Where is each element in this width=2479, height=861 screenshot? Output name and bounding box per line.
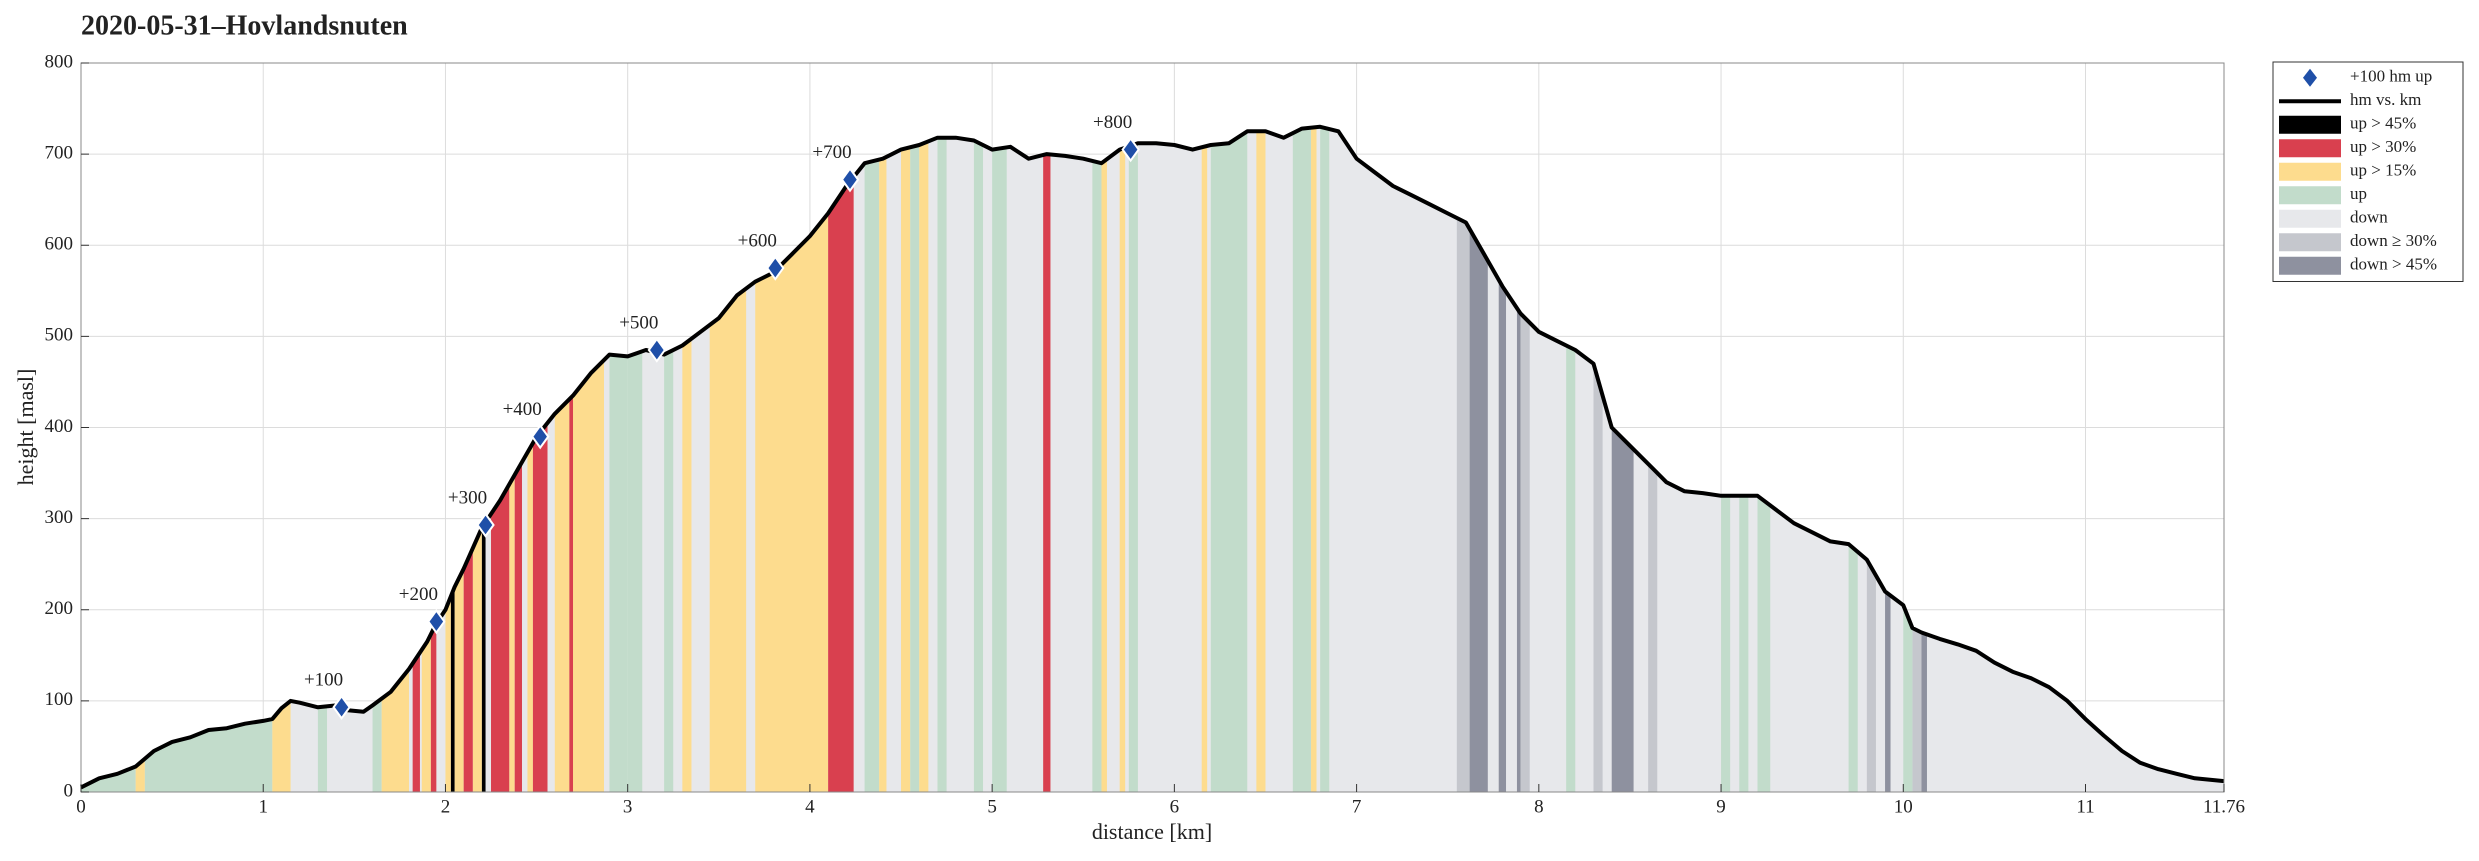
marker <box>476 512 495 538</box>
slope-band <box>1469 126 1488 792</box>
marker-label: +400 <box>503 399 542 420</box>
y-tick-label: 800 <box>45 51 74 72</box>
x-tick-label: 7 <box>1352 796 1362 817</box>
legend-label: +100 hm up <box>2350 67 2432 86</box>
x-tick-label: 5 <box>987 796 997 817</box>
legend-label: down > 45% <box>2350 255 2437 274</box>
x-tick-label: 2 <box>441 796 451 817</box>
slope-band <box>609 126 628 792</box>
slope-band <box>1320 126 1330 792</box>
profile-line <box>80 124 2225 790</box>
chart-title: 2020-05-31–Hovlandsnuten <box>81 10 408 41</box>
legend-swatch <box>2279 115 2341 134</box>
slope-band <box>910 126 920 792</box>
slope-band <box>1456 126 1470 792</box>
slope-band <box>973 126 984 792</box>
slope-band <box>627 126 643 792</box>
slope-band <box>1593 126 1603 792</box>
legend-label: up > 15% <box>2350 161 2416 180</box>
marker-label: +800 <box>1093 112 1132 133</box>
marker <box>530 423 550 450</box>
slope-band <box>1201 126 1208 792</box>
marker-label: +100 <box>304 670 343 691</box>
legend-swatch <box>2279 256 2341 275</box>
marker-label: +300 <box>448 487 487 508</box>
legend-label: up > 45% <box>2350 114 2416 133</box>
legend-label: down <box>2350 208 2388 227</box>
marker <box>647 337 667 363</box>
x-tick-label: 0 <box>76 796 86 817</box>
slope-band <box>1498 126 1507 792</box>
x-tick-label: 1 <box>258 796 268 817</box>
marker-label: +500 <box>619 312 658 333</box>
slope-band <box>1520 126 1530 792</box>
legend-label: down ≥ 30% <box>2350 231 2437 250</box>
slope-band <box>1292 126 1312 792</box>
marker-label: +200 <box>399 584 438 605</box>
slope-band <box>919 126 929 792</box>
legend-swatch <box>2279 186 2341 205</box>
slope-band <box>1516 126 1521 792</box>
slope-band <box>1043 126 1051 792</box>
slope-band <box>1311 126 1317 792</box>
legend-swatch <box>2279 209 2341 228</box>
y-tick-label: 200 <box>45 598 74 619</box>
slope-band <box>573 126 604 792</box>
x-axis-label: distance [km] <box>1092 819 1212 844</box>
marker-label: +700 <box>812 142 851 163</box>
marker <box>766 255 785 281</box>
slope-band <box>527 126 533 792</box>
legend-marker <box>2303 68 2317 87</box>
slope-band <box>664 126 674 792</box>
y-tick-label: 700 <box>45 142 74 163</box>
y-tick-label: 600 <box>45 234 74 255</box>
x-tick-label: 4 <box>805 796 815 817</box>
legend-swatch <box>2279 162 2341 181</box>
y-tick-label: 300 <box>45 507 74 528</box>
y-axis-label: height [masl] <box>13 369 38 486</box>
slope-band <box>828 126 854 792</box>
slope-band <box>554 126 570 792</box>
slope-band <box>1101 126 1107 792</box>
marker <box>840 166 860 193</box>
slope-band <box>569 126 574 792</box>
x-tick-label: 3 <box>623 796 633 817</box>
slope-band <box>1210 126 1248 792</box>
legend-label: up > 30% <box>2350 137 2416 156</box>
slope-band <box>1128 126 1138 792</box>
x-tick-label: 11.76 <box>2203 796 2245 817</box>
slope-band <box>1092 126 1102 792</box>
x-tick-label: 9 <box>1716 796 1726 817</box>
slope-band <box>937 126 947 792</box>
marker <box>332 694 351 720</box>
slope-band <box>682 126 692 792</box>
y-tick-label: 0 <box>64 780 74 801</box>
slope-band <box>879 126 887 792</box>
legend-swatch <box>2279 139 2341 158</box>
slope-band <box>992 126 1007 792</box>
legend-label: hm vs. km <box>2350 90 2421 109</box>
x-tick-label: 11 <box>2076 796 2094 817</box>
y-tick-label: 400 <box>45 416 74 437</box>
slope-band <box>864 126 880 792</box>
legend-swatch <box>2279 233 2341 252</box>
slope-band <box>1566 126 1576 792</box>
marker <box>427 608 446 635</box>
marker <box>1121 136 1140 163</box>
x-tick-label: 8 <box>1534 796 1544 817</box>
slope-band <box>755 126 829 792</box>
y-tick-label: 500 <box>45 325 74 346</box>
slope-band <box>709 126 747 792</box>
marker-label: +600 <box>738 230 777 251</box>
slope-band <box>1256 126 1266 792</box>
slope-band <box>901 126 911 792</box>
slope-band <box>1119 126 1126 792</box>
x-tick-label: 10 <box>1894 796 1913 817</box>
x-tick-label: 6 <box>1170 796 1180 817</box>
legend-label: up <box>2350 184 2367 203</box>
y-tick-label: 100 <box>45 689 74 710</box>
